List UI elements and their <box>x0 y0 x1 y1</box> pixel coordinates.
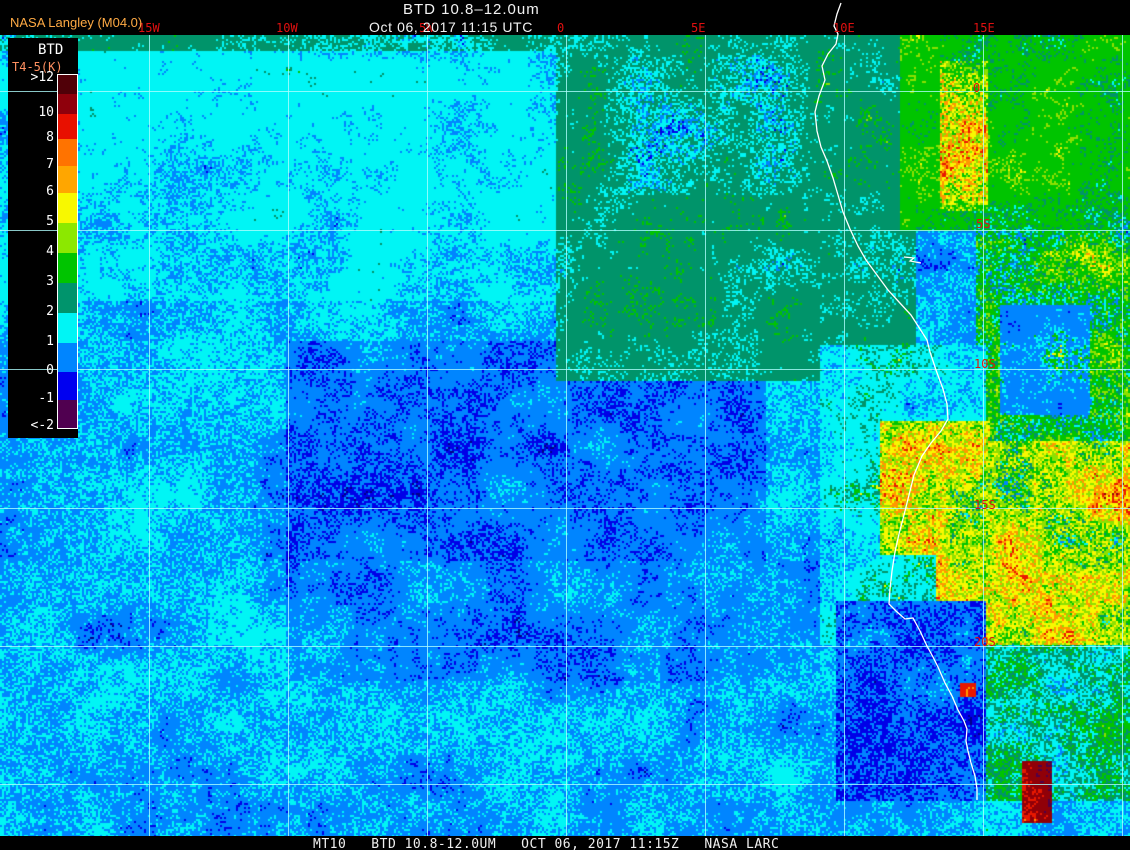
color-scale-tick-label: 0 <box>46 363 54 378</box>
nasa-langley-credit: NASA Langley (M04.0) <box>10 15 143 30</box>
color-scale-tick-label: 8 <box>46 130 54 145</box>
longitude-label: 15E <box>973 21 995 35</box>
color-scale-segment <box>58 253 77 283</box>
color-scale-tick-label: 6 <box>46 184 54 199</box>
color-scale-tick-label: 3 <box>46 274 54 289</box>
latitude-gridline <box>0 784 1130 785</box>
color-scale-segment <box>58 400 77 428</box>
latitude-label: 10S <box>974 357 996 371</box>
color-scale-tick-label: 10 <box>38 105 54 120</box>
longitude-label: 10E <box>833 21 855 35</box>
legend-title: BTD <box>38 42 64 58</box>
latitude-gridline <box>0 646 1130 647</box>
longitude-gridline <box>149 35 150 836</box>
latitude-gridline <box>0 369 1130 370</box>
color-scale-bar <box>57 74 78 429</box>
color-scale-segment <box>58 223 77 253</box>
longitude-label: 10W <box>276 21 298 35</box>
color-scale-segment <box>58 114 77 139</box>
footer-bar: MT10 BTD 10.8-12.0UM OCT 06, 2017 11:15Z… <box>0 836 1130 850</box>
color-scale-segment <box>58 343 77 372</box>
color-scale-tick-label: 1 <box>46 334 54 349</box>
longitude-gridline <box>288 35 289 836</box>
longitude-label: 5W <box>419 21 434 35</box>
color-scale-segment <box>58 75 77 94</box>
longitude-gridline <box>566 35 567 836</box>
footer-product-line: MT10 BTD 10.8-12.0UM OCT 06, 2017 11:15Z… <box>313 837 780 850</box>
latitude-gridline <box>0 91 1130 92</box>
satellite-btd-field <box>0 35 1130 836</box>
color-scale-segment <box>58 313 77 343</box>
color-scale-segment <box>58 139 77 166</box>
longitude-label: 5E <box>691 21 706 35</box>
longitude-gridline <box>983 35 984 836</box>
longitude-gridline <box>427 35 428 836</box>
longitude-gridline <box>705 35 706 836</box>
latitude-label: 5S <box>976 217 991 231</box>
color-scale-segment <box>58 372 77 400</box>
color-scale-tick-label: 2 <box>46 304 54 319</box>
legend-subtitle: T4-5(K) <box>12 60 63 74</box>
latitude-gridline <box>0 508 1130 509</box>
page-title: BTD 10.8–12.0um <box>403 1 540 18</box>
color-scale-tick-label: -1 <box>38 391 54 406</box>
color-scale-segment <box>58 166 77 193</box>
latitude-gridline <box>0 230 1130 231</box>
latitude-label: 0 <box>973 81 981 95</box>
color-scale-tick-label: 5 <box>46 214 54 229</box>
color-scale-segment <box>58 94 77 114</box>
longitude-label: 15W <box>138 21 160 35</box>
latitude-label: 20S <box>974 635 996 649</box>
color-scale-tick-label: 4 <box>46 244 54 259</box>
timestamp: Oct 06, 2017 11:15 UTC <box>369 19 533 35</box>
longitude-label: 0 <box>557 21 565 35</box>
color-scale-tick-label: >12 <box>30 70 54 85</box>
color-scale-segment <box>58 193 77 223</box>
latitude-label: 15S <box>974 498 996 512</box>
longitude-gridline <box>844 35 845 836</box>
color-scale-segment <box>58 283 77 313</box>
longitude-gridline <box>1122 35 1123 836</box>
color-scale-tick-label: 7 <box>46 157 54 172</box>
color-scale-tick-label: <-2 <box>30 418 54 433</box>
